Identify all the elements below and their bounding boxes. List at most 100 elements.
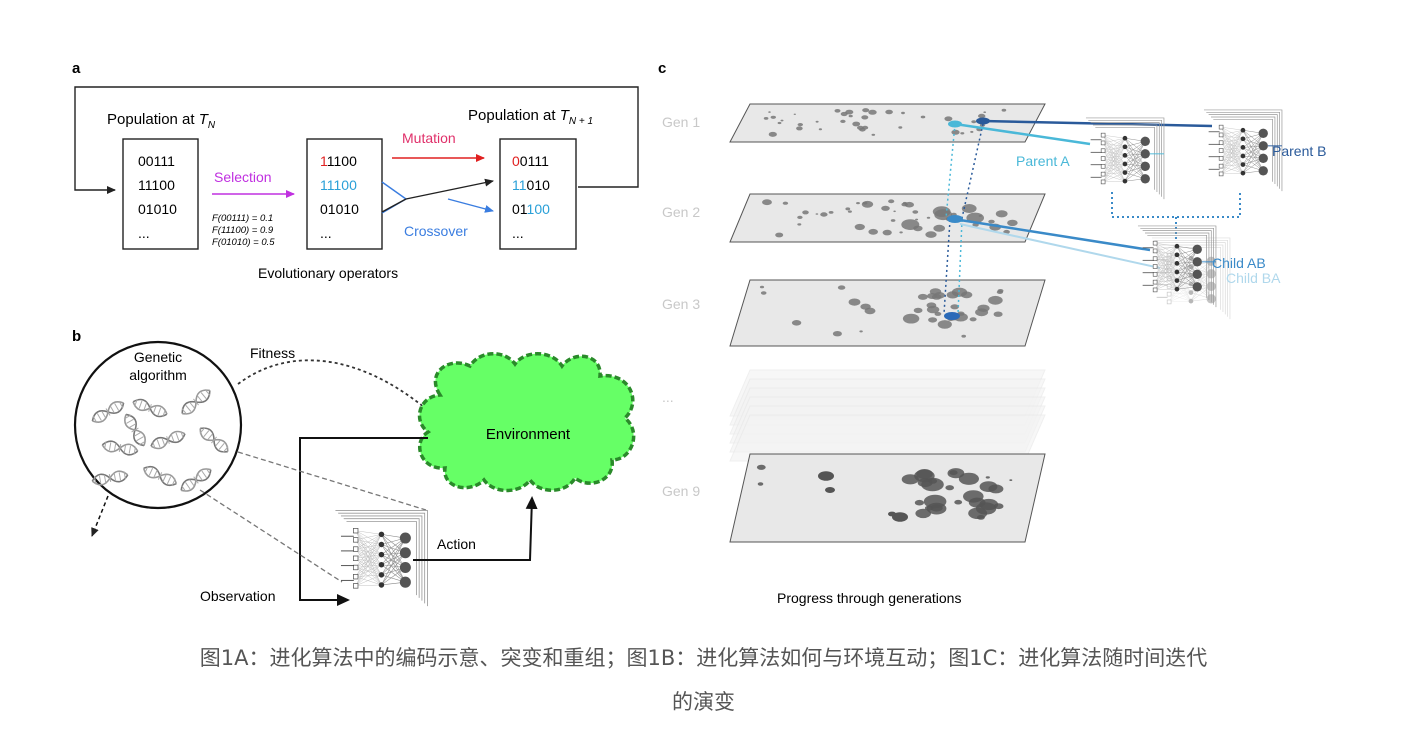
child-ab-link xyxy=(959,218,1151,252)
parent-a-network xyxy=(1085,117,1165,200)
population-dot xyxy=(951,129,960,135)
population-dot xyxy=(854,223,865,231)
population-dot xyxy=(961,291,973,299)
population-dot xyxy=(928,317,938,323)
progress-caption: Progress through generations xyxy=(777,590,961,606)
population-dot xyxy=(944,116,953,122)
crossover-label: Crossover xyxy=(404,223,468,239)
population-dot xyxy=(1009,479,1013,481)
population-dot xyxy=(768,131,777,137)
child-ba-network xyxy=(1151,237,1231,320)
population-dot xyxy=(985,476,990,479)
caption-line-1: 图1A：进化算法中的编码示意、突变和重组；图1B：进化算法如何与环境互动；图1C… xyxy=(199,646,1208,670)
population-dot xyxy=(933,224,945,232)
box3-entry: 11010 xyxy=(512,177,550,193)
population-dot xyxy=(970,130,974,133)
population-dot xyxy=(898,126,903,129)
population-dot xyxy=(914,499,925,506)
population-dot xyxy=(888,511,896,517)
child-marker-gen3 xyxy=(944,312,960,320)
dna-icon xyxy=(123,413,147,447)
generation-label: Gen 2 xyxy=(662,204,700,220)
population-dot xyxy=(913,307,923,314)
population-dot xyxy=(954,499,963,505)
lineage-dotted-1 xyxy=(945,123,956,219)
lineage-dotted-4 xyxy=(957,219,963,315)
dna-icon xyxy=(150,430,186,450)
population-dot xyxy=(932,206,951,217)
population-dot xyxy=(958,472,980,485)
genetic-to-net-1 xyxy=(237,451,427,511)
parent-b-label: Parent B xyxy=(1272,143,1326,159)
population-dot xyxy=(885,109,893,115)
population-dot xyxy=(862,125,869,130)
panel-c-label: c xyxy=(658,60,666,77)
population-dot xyxy=(901,474,919,485)
population-dot xyxy=(949,470,958,476)
figure-caption: 图1A：进化算法中的编码示意、突变和重组；图1B：进化算法如何与环境互动；图1C… xyxy=(40,636,1367,724)
population-dot xyxy=(815,120,819,123)
box1-entries: 00111 11100 01010... xyxy=(138,153,177,241)
population-dot xyxy=(796,126,803,131)
population-dot xyxy=(971,120,977,124)
generation-plane xyxy=(729,453,1046,543)
evolutionary-operators-caption: Evolutionary operators xyxy=(258,265,398,281)
genetic-label-2: algorithm xyxy=(129,367,187,383)
crossover-arrow-down xyxy=(447,198,494,213)
population-dot xyxy=(931,294,942,300)
population-dot xyxy=(861,115,869,120)
generation-plane xyxy=(729,103,1046,143)
population-dot xyxy=(861,200,874,208)
population-dot xyxy=(757,482,764,486)
neural-net xyxy=(1203,109,1283,192)
lineage-dotted-3 xyxy=(943,219,951,315)
population-dot xyxy=(975,308,989,317)
population-dot xyxy=(832,331,842,337)
population-dot xyxy=(818,471,834,481)
population-dot xyxy=(840,119,846,123)
evolution-figure: a Population at TN Population at TN + 1 … xyxy=(72,60,1326,607)
population-dot xyxy=(818,128,823,131)
panel-b: b Genetic algorithm Fitness Environment … xyxy=(72,328,636,607)
neural-net xyxy=(1151,237,1231,320)
population-dot xyxy=(988,219,995,224)
population-dot xyxy=(862,108,870,113)
dna-icon xyxy=(91,400,125,424)
population-dot xyxy=(979,481,998,492)
fitness-values: F(00111) = 0.1F(11100) = 0.9F(01010) = 0… xyxy=(212,213,275,248)
population-dot xyxy=(881,205,890,211)
population-dot xyxy=(912,210,919,214)
fitness-line: F(11100) = 0.9 xyxy=(212,225,274,236)
population-dot xyxy=(845,109,854,115)
generation-label: ... xyxy=(662,389,674,405)
population-dot xyxy=(946,291,959,299)
population-dot xyxy=(780,119,784,122)
population-dot xyxy=(848,298,861,306)
box3-entry: 00111 xyxy=(512,153,549,169)
population-dot xyxy=(791,320,802,326)
population-dot xyxy=(793,113,796,116)
population-dot xyxy=(762,199,772,206)
population-dot xyxy=(797,223,802,226)
dna-icon xyxy=(142,465,178,487)
population-dot xyxy=(888,199,895,204)
population-dot xyxy=(961,334,966,338)
population-dot xyxy=(775,232,784,238)
population-dot xyxy=(759,285,765,289)
environment-label: Environment xyxy=(486,426,571,443)
crossover-black xyxy=(381,198,407,213)
child-marker-gen2 xyxy=(947,215,963,223)
caption-line-2: 的演变 xyxy=(672,690,735,714)
population-dot xyxy=(923,494,947,509)
population-dot xyxy=(828,211,834,214)
population-dot xyxy=(892,512,908,522)
dna-icons xyxy=(91,388,229,493)
child-ab-network xyxy=(1137,225,1217,308)
box1-entry: ... xyxy=(138,225,150,241)
population-dot xyxy=(901,202,908,207)
genetic-to-net-2 xyxy=(199,489,343,583)
population-dot xyxy=(860,303,871,310)
population-dot xyxy=(862,201,868,205)
panel-b-label: b xyxy=(72,328,81,345)
population-dot xyxy=(917,293,928,300)
